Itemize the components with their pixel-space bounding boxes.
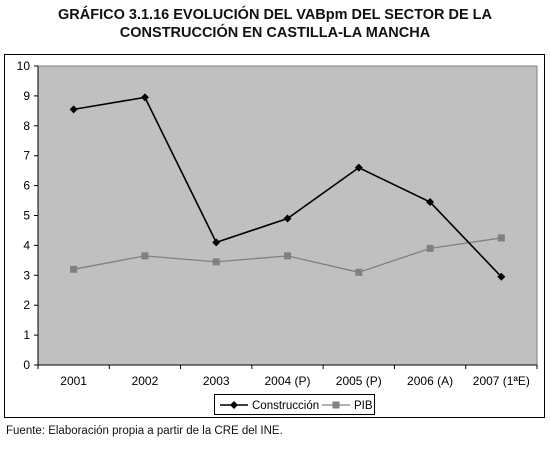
x-tick-label: 2006 (A) bbox=[407, 374, 453, 388]
data-point-pib bbox=[497, 234, 505, 242]
data-point-pib bbox=[284, 252, 291, 260]
data-point-construcci-n bbox=[212, 238, 221, 247]
x-tick-label: 2001 bbox=[60, 374, 87, 388]
y-tick-label: 6 bbox=[23, 179, 30, 193]
y-tick-label: 9 bbox=[23, 89, 30, 103]
source-note: Fuente: Elaboración propia a partir de l… bbox=[6, 425, 283, 437]
data-point-construcci-n bbox=[426, 198, 435, 207]
y-tick-label: 7 bbox=[23, 149, 30, 163]
chart-title: GRÁFICO 3.1.16 EVOLUCIÓN DEL VABpm DEL S… bbox=[0, 6, 550, 42]
x-tick-label: 2002 bbox=[132, 374, 159, 388]
legend-label-construccion: Construcción bbox=[252, 400, 319, 412]
y-tick-label: 8 bbox=[23, 119, 30, 133]
x-tick-label: 2005 (P) bbox=[336, 374, 382, 388]
y-tick-label: 10 bbox=[17, 59, 31, 73]
y-tick-label: 1 bbox=[23, 328, 30, 342]
x-tick-label: 2004 (P) bbox=[264, 374, 310, 388]
data-point-pib bbox=[141, 252, 149, 260]
legend-label-pib: PIB bbox=[354, 400, 373, 412]
legend-marker-construccion bbox=[230, 401, 238, 409]
data-point-construcci-n bbox=[140, 93, 149, 102]
chart-title-line-2: CONSTRUCCIÓN EN CASTILLA-LA MANCHA bbox=[119, 25, 431, 41]
x-tick-label: 2007 (1ªE) bbox=[473, 374, 530, 388]
data-point-construcci-n bbox=[69, 105, 78, 114]
data-point-construcci-n bbox=[283, 214, 292, 223]
y-tick-label: 4 bbox=[23, 238, 30, 252]
line-chart: 0 1 2 3 4 5 6 7 8 9 10 2001 2002 2003 2004 (P) 2005 (P)… bbox=[4, 54, 545, 418]
y-tick-label: 5 bbox=[23, 209, 30, 223]
data-point-construcci-n bbox=[497, 272, 506, 281]
y-tick-label: 0 bbox=[23, 358, 30, 372]
y-tick-label: 3 bbox=[23, 268, 30, 282]
data-point-pib bbox=[70, 265, 78, 273]
x-tick-label: 2003 bbox=[203, 374, 230, 388]
legend-box bbox=[214, 394, 375, 415]
chart-title-line-1: GRÁFICO 3.1.16 EVOLUCIÓN DEL VABpm DEL S… bbox=[58, 7, 492, 23]
data-point-pib bbox=[212, 258, 220, 266]
data-point-pib bbox=[426, 244, 434, 252]
y-tick-label: 2 bbox=[23, 298, 30, 312]
legend-marker-pib bbox=[332, 401, 340, 409]
data-point-construcci-n bbox=[354, 163, 363, 172]
data-point-pib bbox=[355, 268, 363, 276]
